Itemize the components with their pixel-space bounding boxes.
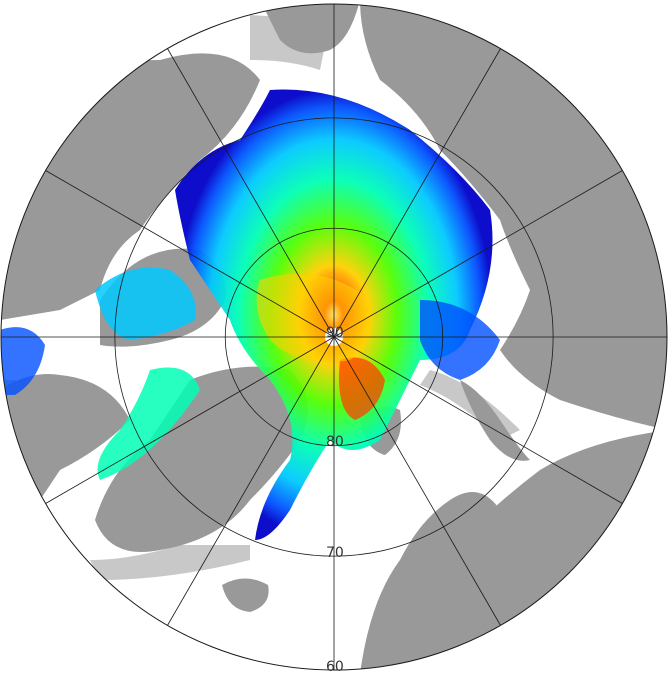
novaya-zemlya-land: [460, 380, 530, 461]
meridian-150: [333, 336, 501, 626]
meridian-30: [333, 48, 501, 338]
meridian-330: [167, 48, 335, 338]
graticule: [1, 4, 667, 670]
sea-ice-yellow-core: [256, 273, 373, 363]
scandinavia-land: [400, 492, 500, 670]
meridian-60: [333, 170, 623, 338]
meridian-120: [333, 336, 623, 504]
canada-mainland: [1, 374, 130, 500]
meridian-300: [45, 170, 335, 338]
sea-ice-canada: [95, 267, 196, 340]
meridian-240: [45, 336, 335, 504]
lat-label-80: 80: [326, 434, 344, 450]
meridian-210: [167, 336, 335, 626]
latitude-labels: 90 80 70 60: [326, 325, 344, 674]
siberia-land: [260, 4, 360, 54]
lat-label-60: 60: [326, 659, 344, 674]
lat-label-70: 70: [326, 545, 344, 561]
lat-label-90: 90: [326, 325, 344, 341]
sea-ice-hudson: [1, 327, 45, 395]
map-boundary: [0, 3, 668, 671]
sea-ice-baffin: [97, 367, 200, 480]
iceland-land: [222, 578, 269, 612]
greenland-land: [95, 366, 308, 552]
sea-ice-high-conc: [339, 357, 385, 420]
